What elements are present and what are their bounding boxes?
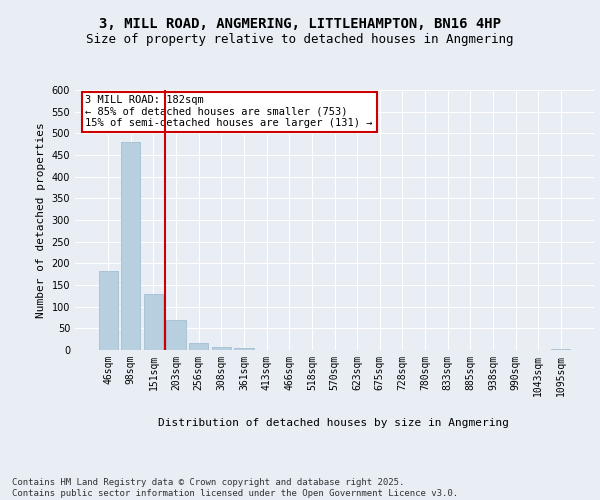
Bar [212,347,231,350]
Text: 3, MILL ROAD, ANGMERING, LITTLEHAMPTON, BN16 4HP: 3, MILL ROAD, ANGMERING, LITTLEHAMPTON, … [99,18,501,32]
Bar [121,142,140,350]
Text: Size of property relative to detached houses in Angmering: Size of property relative to detached ho… [86,32,514,46]
Y-axis label: Number of detached properties: Number of detached properties [36,122,46,318]
Bar [189,343,208,350]
Text: 3 MILL ROAD: 182sqm
← 85% of detached houses are smaller (753)
15% of semi-detac: 3 MILL ROAD: 182sqm ← 85% of detached ho… [85,95,373,128]
Bar [235,348,254,350]
Bar [98,270,118,350]
Bar [551,348,571,350]
Bar [144,294,163,350]
Text: Contains HM Land Registry data © Crown copyright and database right 2025.
Contai: Contains HM Land Registry data © Crown c… [12,478,458,498]
Bar [166,320,186,350]
Text: Distribution of detached houses by size in Angmering: Distribution of detached houses by size … [158,418,509,428]
